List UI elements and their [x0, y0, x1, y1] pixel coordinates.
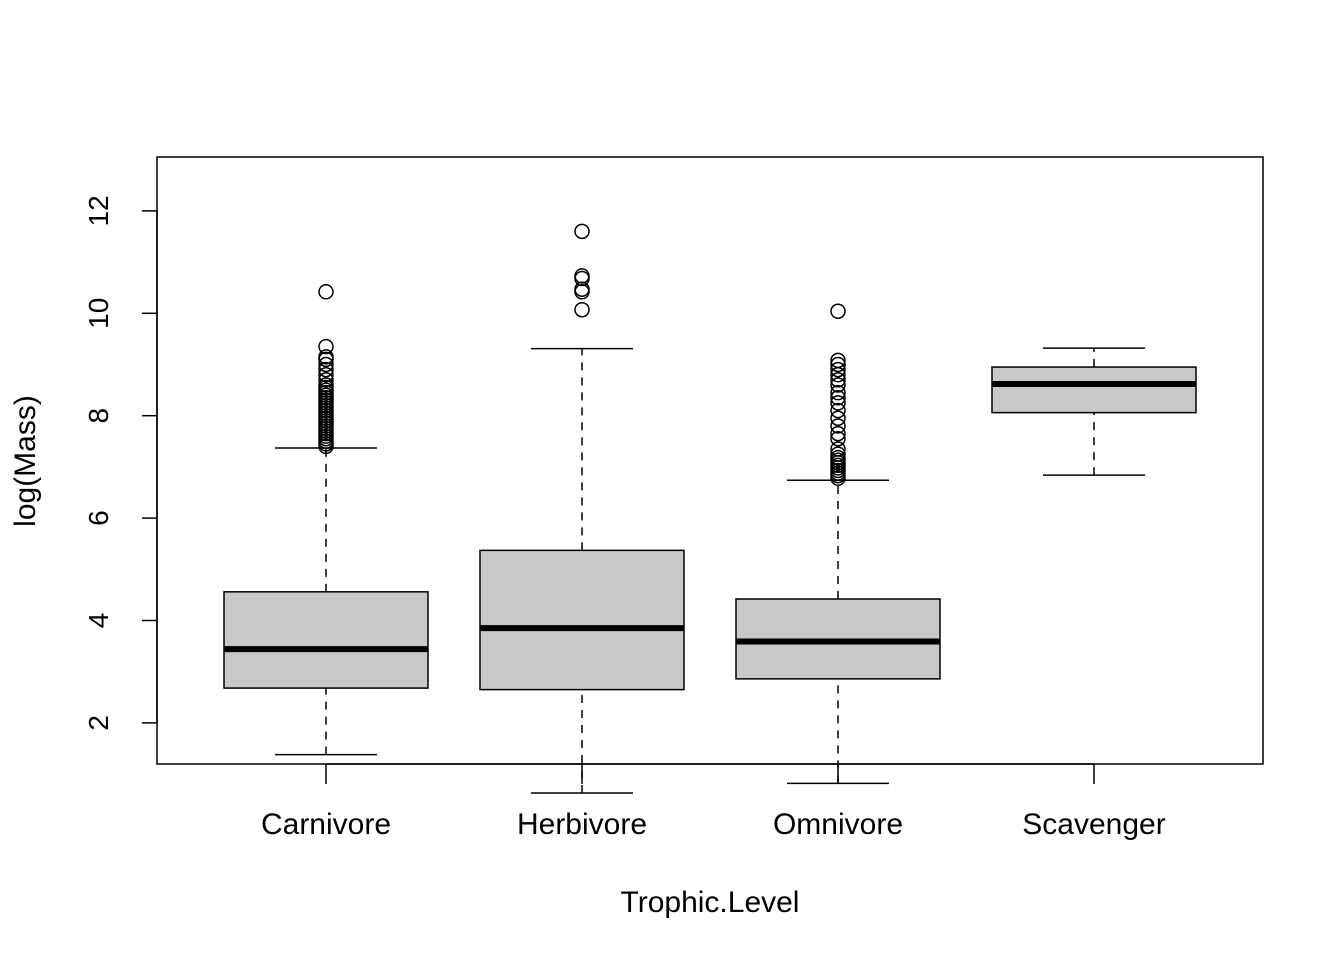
- outlier-point: [830, 418, 846, 434]
- box-group-omnivore: [735, 303, 941, 785]
- y-tick-label: 2: [83, 715, 114, 731]
- y-axis-label: log(Mass): [9, 395, 42, 527]
- outlier-point: [830, 303, 846, 320]
- outlier-point: [830, 402, 846, 419]
- outlier-point: [830, 377, 846, 393]
- box-group-carnivore: [223, 284, 429, 756]
- x-tick-label: Scavenger: [1022, 808, 1165, 841]
- outlier-point: [318, 349, 334, 365]
- outlier-point: [830, 384, 846, 401]
- x-tick-label: Herbivore: [517, 808, 647, 841]
- x-tick-label: Omnivore: [773, 808, 903, 841]
- outlier-point: [318, 361, 334, 378]
- outlier-point: [574, 223, 590, 240]
- outlier-point: [318, 372, 334, 388]
- outlier-point: [318, 338, 334, 355]
- outlier-point: [318, 366, 334, 383]
- box-group-scavenger: [991, 347, 1197, 476]
- plot-area: [223, 223, 1197, 794]
- y-tick-label: 12: [83, 195, 114, 226]
- y-tick-label: 6: [83, 510, 114, 526]
- outlier-point: [830, 446, 846, 462]
- outlier-point: [574, 268, 590, 284]
- x-tick-label: Carnivore: [261, 808, 391, 841]
- outlier-point: [830, 352, 846, 369]
- outlier-point: [830, 425, 846, 442]
- box: [479, 549, 685, 691]
- box-group-herbivore: [479, 223, 685, 794]
- outlier-point: [318, 356, 334, 373]
- x-axis-label: Trophic.Level: [621, 886, 800, 919]
- outlier-point: [318, 377, 334, 393]
- outlier-point: [830, 441, 846, 457]
- outlier-point: [830, 356, 846, 373]
- outlier-point: [830, 430, 846, 447]
- outlier-point: [830, 449, 846, 466]
- box: [223, 591, 429, 689]
- outlier-point: [830, 390, 846, 406]
- box: [991, 366, 1197, 414]
- outlier-point: [318, 284, 334, 300]
- outlier-point: [830, 372, 846, 388]
- y-tick-label: 10: [83, 298, 114, 329]
- outlier-point: [830, 395, 846, 411]
- outlier-point: [830, 410, 846, 427]
- plot-border: [156, 156, 1264, 765]
- outlier-point: [574, 301, 590, 318]
- outlier-point: [830, 361, 846, 378]
- y-axis: 2 4 6 8 10 12: [83, 195, 158, 731]
- y-tick-label: 8: [83, 408, 114, 424]
- x-axis: Carnivore Herbivore Omnivore Scavenger: [261, 763, 1166, 841]
- y-tick-label: 4: [83, 613, 114, 629]
